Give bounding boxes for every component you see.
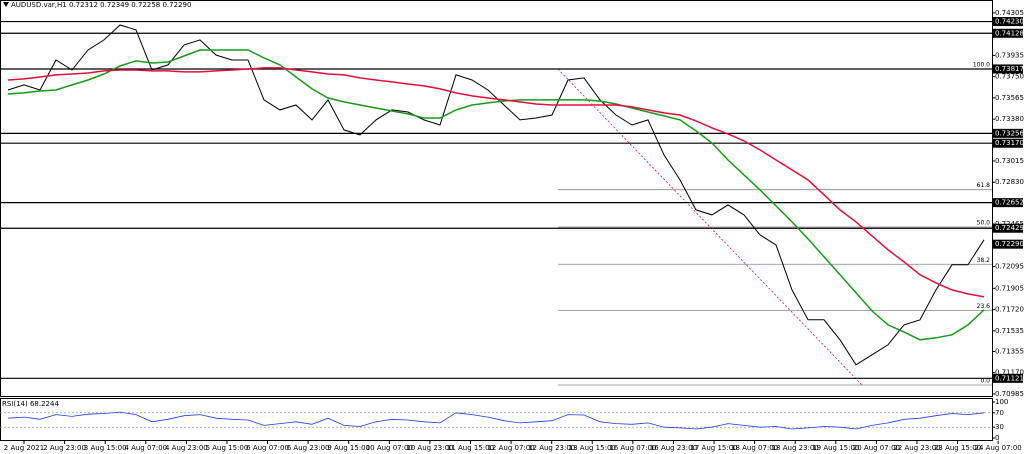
level-box	[993, 198, 1023, 208]
current-price-label: 0.72290	[995, 240, 1024, 248]
x-tick-label: 4 Aug 07:00	[124, 444, 167, 452]
chart-title: AUDUSD.var,H1 0.72312 0.72349 0.72258 0.…	[11, 1, 191, 9]
rsi-tick-label: 30	[995, 423, 1004, 431]
y-tick-label: 0.73015	[995, 157, 1024, 165]
fib-label: 23.6	[977, 303, 991, 310]
level-label: 0.72429	[995, 224, 1024, 232]
level-label: 0.71121	[995, 374, 1024, 382]
fib-label: 0.0	[980, 377, 990, 384]
moving-average	[7, 67, 985, 298]
level-box	[993, 223, 1023, 233]
y-tick-label: 0.71170	[995, 369, 1024, 377]
x-tick-label: 23 Aug 15:00	[934, 444, 981, 452]
x-tick-label: 9 Aug 15:00	[327, 444, 370, 452]
y-tick-label: 0.73750	[995, 73, 1024, 81]
x-tick-label: 18 Aug 23:00	[772, 444, 819, 452]
x-tick-label: 18 Aug 07:00	[731, 444, 778, 452]
rsi-panel	[0, 398, 993, 441]
x-tick-label: 24 Aug 07:00	[975, 444, 1022, 452]
level-box	[993, 138, 1023, 148]
x-tick-label: 13 Aug 15:00	[569, 444, 616, 452]
x-tick-label: 16 Aug 07:00	[609, 444, 656, 452]
y-tick-label: 0.70985	[995, 390, 1024, 398]
y-tick-label: 0.71905	[995, 284, 1024, 292]
current-price-box	[993, 239, 1023, 249]
x-tick-label: 11 Aug 15:00	[447, 444, 494, 452]
y-tick-label: 0.74305	[995, 9, 1024, 17]
level-label: 0.73256	[995, 129, 1024, 137]
x-tick-label: 6 Aug 23:00	[287, 444, 330, 452]
fib-label: 50.0	[977, 219, 991, 226]
rsi-line	[7, 411, 985, 430]
y-tick-label: 0.71355	[995, 347, 1024, 355]
level-box	[993, 28, 1023, 38]
rsi-title: RSI(14) 68.2244	[2, 400, 59, 408]
x-tick-label: 19 Aug 15:00	[812, 444, 859, 452]
x-tick-label: 2 Aug 23:00	[43, 444, 86, 452]
y-tick-label: 0.73380	[995, 115, 1024, 123]
x-tick-label: 10 Aug 07:00	[366, 444, 413, 452]
x-tick-label: 16 Aug 23:00	[650, 444, 697, 452]
level-box	[993, 64, 1023, 74]
y-tick-label: 0.72830	[995, 178, 1024, 186]
x-tick-label: 6 Aug 07:00	[246, 444, 289, 452]
x-tick-label: 10 Aug 23:00	[406, 444, 453, 452]
y-tick-label: 0.71720	[995, 306, 1024, 314]
x-tick-label: 17 Aug 15:00	[690, 444, 737, 452]
symbol-icon	[3, 2, 9, 7]
y-tick-label: 0.73565	[995, 94, 1024, 102]
x-tick-label: 5 Aug 15:00	[206, 444, 249, 452]
level-box	[993, 128, 1023, 138]
x-tick-label: 3 Aug 15:00	[84, 444, 127, 452]
y-tick-label: 0.73935	[995, 51, 1024, 59]
x-tick-label: 4 Aug 23:00	[165, 444, 208, 452]
rsi-tick-label: 100	[995, 398, 1008, 406]
x-tick-label: 20 Aug 07:00	[853, 444, 900, 452]
rsi-tick-label: 70	[995, 409, 1004, 417]
main-panel	[0, 0, 993, 397]
x-tick-label: 12 Aug 07:00	[487, 444, 534, 452]
level-label: 0.73170	[995, 139, 1024, 147]
level-box	[993, 17, 1023, 27]
y-tick-label: 0.71535	[995, 327, 1024, 335]
level-label: 0.74128	[995, 29, 1024, 37]
trend-line	[557, 68, 863, 386]
y-tick-label: 0.72095	[995, 263, 1024, 271]
fib-label: 61.8	[977, 182, 991, 189]
x-tick-label: 12 Aug 23:00	[528, 444, 575, 452]
rsi-tick-label: 0	[995, 434, 999, 442]
level-label: 0.72652	[995, 199, 1024, 207]
fib-label: 100.0	[973, 61, 990, 68]
x-tick-label: 22 Aug 23:00	[893, 444, 940, 452]
level-box	[993, 373, 1023, 383]
fib-label: 38.2	[977, 257, 991, 264]
x-tick-label: 2 Aug 2021	[4, 444, 44, 452]
level-label: 0.73817	[995, 65, 1024, 73]
moving-average	[7, 49, 985, 341]
level-label: 0.74230	[995, 18, 1024, 26]
